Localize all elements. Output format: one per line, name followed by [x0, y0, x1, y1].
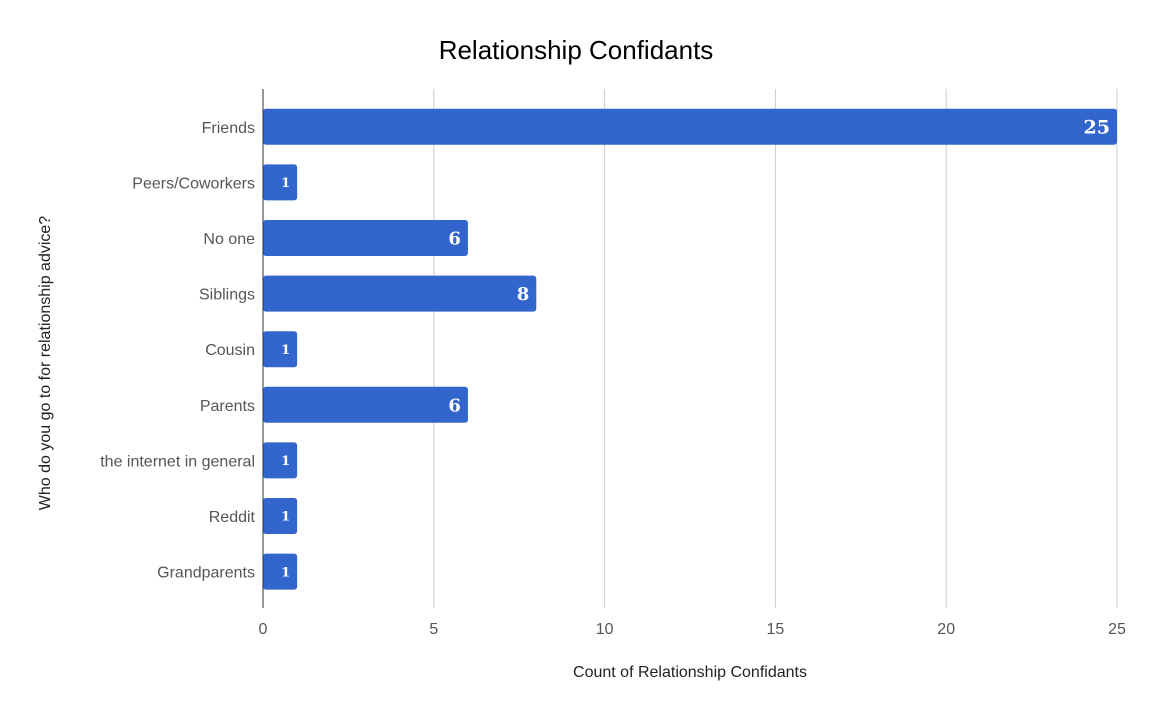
data-label: 1: [281, 343, 290, 358]
data-label: 1: [281, 510, 290, 525]
category-label: Siblings: [199, 287, 255, 304]
bar: [263, 164, 298, 201]
data-label: 25: [1084, 117, 1110, 139]
bar: [263, 386, 468, 423]
data-label: 8: [517, 284, 530, 305]
category-label: Friends: [202, 120, 255, 137]
bar: [263, 108, 1117, 145]
category-label: Parents: [200, 398, 255, 415]
bar: [263, 498, 298, 534]
x-tick-label: 5: [429, 621, 438, 638]
bar: [263, 331, 298, 368]
gridlines: [433, 89, 1118, 608]
category-label: Grandparents: [157, 565, 255, 582]
data-label: 1: [281, 176, 290, 191]
x-axis-title: Count of Relationship Confidants: [573, 664, 807, 681]
chart-title: Relationship Confidants: [439, 35, 714, 65]
bar: [263, 275, 537, 312]
bar: [263, 220, 468, 256]
x-tick-label: 15: [767, 621, 785, 638]
category-label: Peers/Coworkers: [132, 175, 255, 192]
x-tick-label: 20: [937, 621, 955, 638]
bar: [263, 442, 298, 479]
x-tick-label: 10: [596, 621, 614, 638]
category-label: the internet in general: [100, 453, 255, 470]
category-labels: Friends Peers/Coworkers No one Siblings Cous…: [100, 120, 255, 582]
category-label: No one: [203, 231, 255, 248]
x-tick-labels: 0 5 10 15 20 25: [259, 621, 1126, 638]
data-label: 6: [448, 228, 461, 249]
category-label: Cousin: [205, 342, 255, 359]
y-axis-title: Who do you go to for relationship advice…: [37, 216, 54, 511]
bar: [263, 553, 298, 590]
data-label: 1: [281, 565, 290, 580]
category-label: Reddit: [209, 509, 256, 526]
x-tick-label: 0: [259, 621, 268, 638]
data-label: 1: [281, 454, 290, 469]
data-label: 6: [448, 395, 461, 416]
x-tick-label: 25: [1108, 621, 1126, 638]
bars: [263, 108, 1117, 590]
